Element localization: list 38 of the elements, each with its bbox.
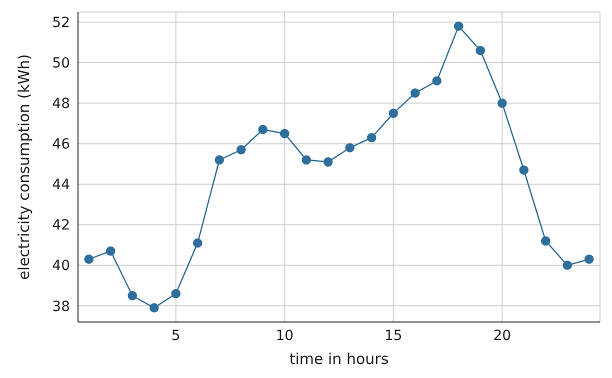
point <box>106 246 116 256</box>
point <box>128 291 138 300</box>
x-tick-label: 5 <box>171 328 180 344</box>
point <box>410 88 420 98</box>
point <box>258 124 268 134</box>
point <box>562 260 572 270</box>
y-tick-label: 48 <box>52 96 70 112</box>
point <box>540 236 550 246</box>
point <box>584 254 594 264</box>
y-axis-title: electricity consumption (kWh) <box>15 54 33 280</box>
point <box>432 76 442 86</box>
point <box>497 98 507 108</box>
point <box>149 303 159 312</box>
point <box>345 143 355 152</box>
point <box>323 157 333 167</box>
y-tick-label: 52 <box>52 15 70 32</box>
x-tick-label: 10 <box>276 328 294 344</box>
point <box>302 155 312 165</box>
x-axis-title: time in hours <box>289 350 389 368</box>
point <box>519 165 529 175</box>
y-tick-label: 44 <box>52 177 70 194</box>
x-tick-label: 15 <box>384 328 402 344</box>
point <box>366 132 376 142</box>
x-tick-label: 20 <box>493 328 512 344</box>
point <box>236 145 246 154</box>
point <box>84 254 94 264</box>
point <box>280 128 290 138</box>
y-tick-label: 42 <box>52 218 70 234</box>
point <box>388 108 398 118</box>
y-tick-label: 40 <box>52 258 70 274</box>
point <box>171 288 181 298</box>
y-tick-label: 46 <box>52 136 70 153</box>
y-tick-label: 50 <box>52 56 70 72</box>
point <box>476 46 486 56</box>
y-tick-label: 38 <box>52 298 70 315</box>
point <box>454 22 464 31</box>
point <box>214 155 224 165</box>
point <box>192 238 202 248</box>
